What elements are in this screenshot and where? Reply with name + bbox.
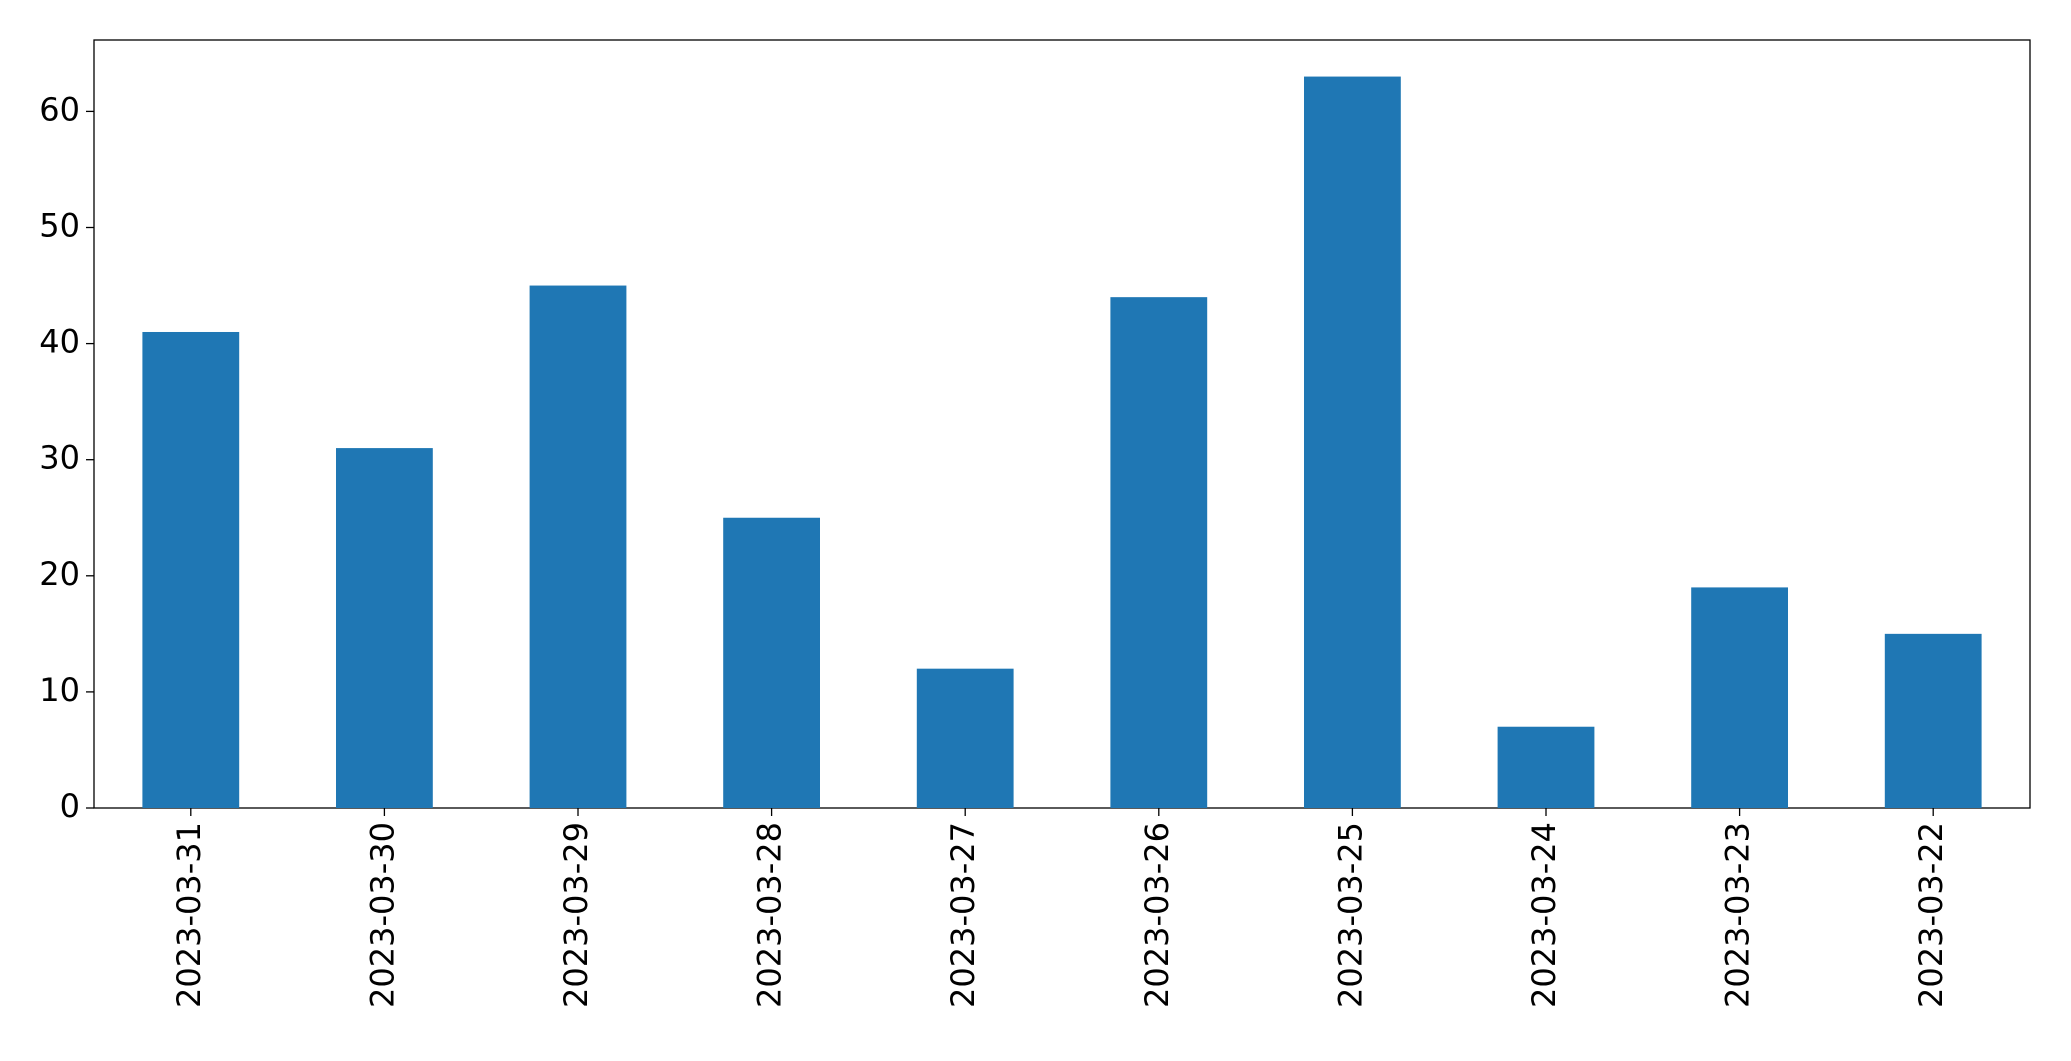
x-tick-label: 2023-03-31	[170, 822, 208, 1008]
x-tick-label: 2023-03-29	[557, 822, 595, 1008]
bar	[1110, 297, 1208, 808]
x-tick-label: 2023-03-28	[751, 822, 789, 1008]
bar	[142, 331, 240, 808]
axes-frame	[93, 39, 2031, 809]
y-tick-label: 20	[39, 555, 80, 593]
x-tick-label: 2023-03-27	[944, 822, 982, 1008]
bar	[916, 668, 1014, 808]
x-tick-label: 2023-03-26	[1138, 822, 1176, 1008]
bar	[1304, 76, 1401, 809]
y-tick-label: 0	[60, 787, 80, 825]
x-tick-label: 2023-03-23	[1719, 822, 1757, 1008]
y-tick-label: 50	[39, 207, 80, 245]
y-tick-label: 60	[39, 90, 80, 128]
x-tick-label: 2023-03-25	[1331, 822, 1369, 1008]
bar	[1497, 726, 1595, 808]
bar	[529, 285, 627, 808]
x-tick-label: 2023-03-30	[363, 822, 401, 1008]
x-tick-label: 2023-03-24	[1525, 822, 1563, 1008]
y-tick-label: 30	[39, 439, 80, 477]
y-tick-label: 10	[39, 671, 80, 709]
bar	[1884, 633, 1982, 808]
bar	[336, 448, 433, 808]
bar	[1691, 587, 1788, 808]
x-tick-label: 2023-03-22	[1912, 822, 1950, 1008]
bar	[723, 517, 820, 808]
y-tick-label: 40	[39, 323, 80, 361]
